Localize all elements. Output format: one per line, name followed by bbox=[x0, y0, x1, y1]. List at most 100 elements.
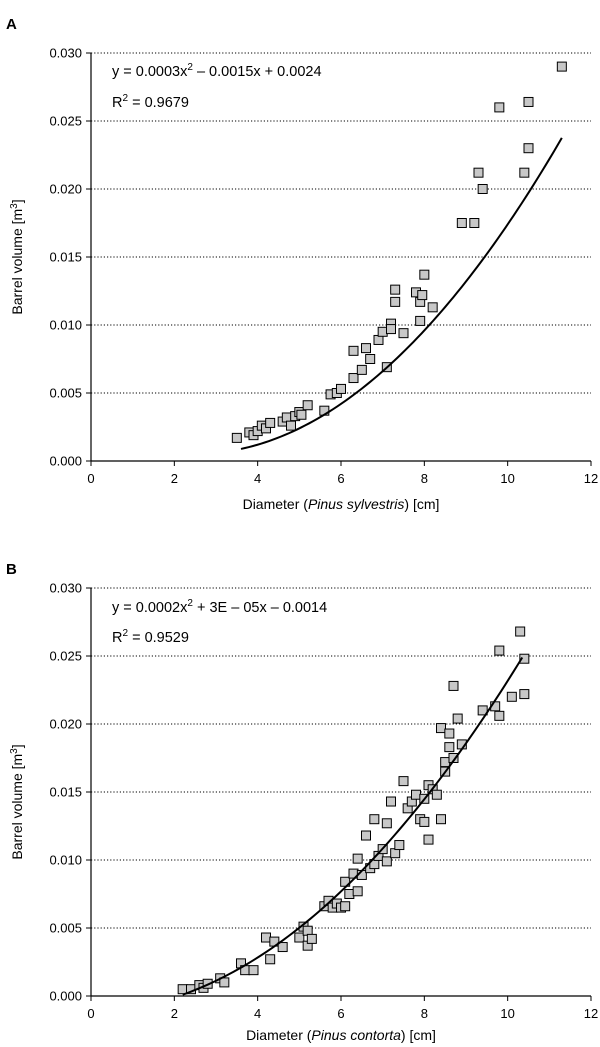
data-point bbox=[261, 932, 271, 943]
data-point bbox=[281, 412, 292, 423]
data-point bbox=[423, 834, 434, 845]
data-point bbox=[361, 343, 371, 354]
y-tick-label: 0.010 bbox=[49, 853, 82, 868]
data-point bbox=[296, 409, 307, 420]
data-point bbox=[506, 691, 517, 702]
data-point bbox=[265, 417, 276, 428]
data-point bbox=[427, 302, 438, 313]
axes bbox=[86, 587, 592, 1001]
data-point bbox=[417, 290, 428, 301]
data-point bbox=[469, 218, 480, 228]
x-tick-label: 6 bbox=[337, 1006, 344, 1021]
chart-panel-b: B 0 2 4 6 8 10 12 0.000 0.005 0.010 0.015 0.020 0.0… bbox=[0, 520, 600, 1047]
x-tick-label: 4 bbox=[254, 471, 261, 486]
y-tick-label: 0.020 bbox=[49, 717, 82, 732]
data-point bbox=[302, 400, 313, 411]
data-point bbox=[306, 933, 317, 944]
data-point bbox=[369, 814, 380, 825]
panel-label-a: A bbox=[6, 16, 17, 33]
grid-lines bbox=[91, 587, 591, 929]
data-point bbox=[302, 925, 313, 936]
data-point bbox=[390, 284, 401, 295]
data-point bbox=[436, 723, 446, 734]
data-point bbox=[519, 689, 530, 700]
y-tick-label: 0.030 bbox=[49, 46, 82, 61]
data-point bbox=[494, 710, 505, 721]
y-tick-label: 0.005 bbox=[49, 386, 82, 401]
x-tick-label: 10 bbox=[500, 1006, 514, 1021]
grid-lines bbox=[91, 52, 591, 394]
data-point bbox=[344, 889, 355, 899]
x-axis-label: Diameter (Pinus contorta) [cm] bbox=[246, 1027, 436, 1043]
data-point bbox=[361, 830, 371, 841]
x-tick-label: 10 bbox=[500, 471, 514, 486]
x-tick-label: 2 bbox=[171, 471, 178, 486]
data-point bbox=[411, 789, 421, 800]
y-tick-label: 0.025 bbox=[49, 114, 82, 129]
data-point bbox=[519, 167, 530, 178]
data-points bbox=[231, 61, 567, 443]
axes bbox=[86, 52, 592, 466]
x-tick-label: 6 bbox=[337, 471, 344, 486]
panel-label-b: B bbox=[6, 561, 17, 578]
data-point bbox=[248, 965, 259, 976]
data-point bbox=[523, 96, 534, 107]
equation-label: y = 0.0002x2 + 3E – 05x – 0.0014 bbox=[112, 598, 327, 616]
trendline bbox=[240, 137, 563, 450]
data-point bbox=[456, 218, 467, 228]
x-tick-label: 8 bbox=[421, 1006, 428, 1021]
chart-a-svg: A 0 2 4 6 8 10 12 0.0000.0050.0100.0150.0200.0… bbox=[6, 16, 598, 512]
data-point bbox=[398, 328, 409, 339]
r-squared-label: R2 = 0.9529 bbox=[112, 628, 189, 646]
data-point bbox=[348, 373, 359, 384]
data-point bbox=[444, 728, 455, 739]
chart-panel-a: A 0 2 4 6 8 10 12 0.000 0.005 0.010 0.015 0.020 0.0… bbox=[0, 0, 600, 520]
x-tick-label: 4 bbox=[254, 1006, 261, 1021]
y-tick-labels: 0.000 0.005 0.010 0.015 0.020 0.025 0.030 bbox=[49, 581, 82, 1004]
data-point bbox=[394, 840, 405, 851]
x-tick-label: 12 bbox=[584, 471, 598, 486]
data-point bbox=[390, 848, 401, 859]
y-tick-label: 0.000 bbox=[49, 454, 82, 469]
y-tick-label: 0.015 bbox=[49, 250, 82, 265]
data-point bbox=[556, 61, 567, 72]
data-point bbox=[177, 984, 188, 995]
equation-label: y = 0.0003x2 – 0.0015x + 0.0024 bbox=[112, 62, 322, 80]
data-point bbox=[415, 315, 426, 326]
y-tick-label: 0.005 bbox=[49, 921, 82, 936]
x-tick-label: 0 bbox=[87, 1006, 94, 1021]
data-point bbox=[356, 364, 367, 375]
data-point bbox=[452, 713, 463, 724]
data-point bbox=[336, 383, 346, 394]
y-tick-label: 0.000 bbox=[49, 989, 82, 1004]
data-point bbox=[386, 796, 396, 807]
data-point bbox=[436, 814, 446, 825]
data-point bbox=[377, 326, 388, 337]
x-tick-labels: 0 2 4 6 8 10 12 bbox=[87, 471, 598, 486]
data-point bbox=[277, 942, 288, 953]
data-point bbox=[381, 856, 392, 867]
y-axis-label: Barrel volume [m3] bbox=[9, 199, 25, 314]
data-point bbox=[286, 420, 296, 431]
y-tick-label: 0.015 bbox=[49, 785, 82, 800]
data-point bbox=[519, 653, 530, 664]
y-tick-label: 0.010 bbox=[49, 318, 82, 333]
chart-b-svg: B 0 2 4 6 8 10 12 0.000 0.005 0.010 0.015 0.020 0.0… bbox=[6, 561, 598, 1043]
r-squared-label: R2 = 0.9679 bbox=[112, 93, 189, 111]
data-point bbox=[419, 816, 430, 827]
data-points bbox=[177, 626, 530, 995]
x-tick-label: 2 bbox=[171, 1006, 178, 1021]
data-point bbox=[419, 269, 430, 280]
y-axis-label: Barrel volume [m3] bbox=[9, 744, 25, 859]
data-point bbox=[473, 167, 484, 178]
y-tick-label: 0.025 bbox=[49, 649, 82, 664]
x-tick-label: 12 bbox=[584, 1006, 598, 1021]
y-tick-label: 0.020 bbox=[49, 182, 82, 197]
data-point bbox=[444, 742, 455, 753]
data-point bbox=[523, 143, 534, 154]
data-point bbox=[448, 753, 459, 763]
data-point bbox=[365, 354, 376, 364]
data-point bbox=[494, 645, 505, 656]
x-tick-label: 0 bbox=[87, 471, 94, 486]
data-point bbox=[390, 296, 401, 307]
